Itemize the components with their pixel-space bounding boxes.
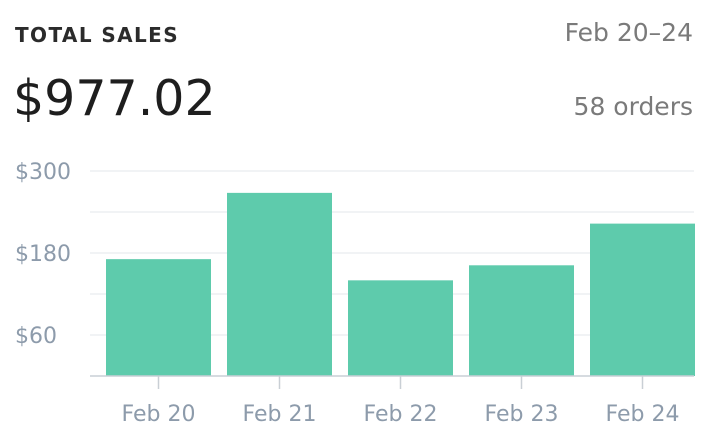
bar-feb-20	[106, 259, 211, 376]
total-sales-value: $977.02	[13, 70, 216, 127]
bar-feb-22	[348, 280, 453, 376]
y-axis-ticks: $60 $180 $300	[15, 160, 71, 349]
bar-feb-23	[469, 265, 574, 376]
card-title: TOTAL SALES	[15, 23, 180, 47]
x-tick-label: Feb 23	[485, 402, 559, 427]
bar-feb-21	[227, 192, 332, 376]
bar-feb-24	[590, 223, 695, 376]
bars	[106, 192, 695, 376]
x-axis-ticks: Feb 20 Feb 21 Feb 22 Feb 23 Feb 24	[122, 376, 680, 427]
x-tick-label: Feb 22	[364, 402, 438, 427]
orders-count: 58 orders	[573, 92, 693, 121]
y-tick-label: $180	[15, 242, 71, 267]
y-tick-label: $300	[15, 160, 71, 185]
x-tick-label: Feb 24	[606, 402, 680, 427]
x-tick-label: Feb 21	[243, 402, 317, 427]
date-range: Feb 20–24	[564, 18, 693, 47]
y-tick-label: $60	[15, 324, 57, 349]
x-tick-label: Feb 20	[122, 402, 196, 427]
